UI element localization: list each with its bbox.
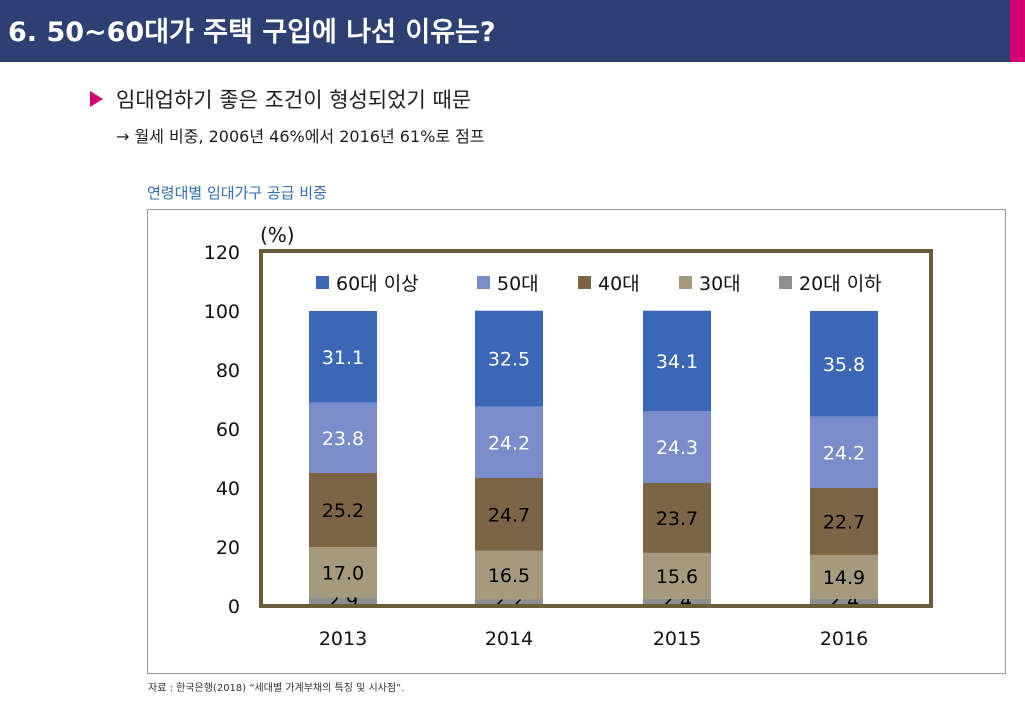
bar-segment [475, 406, 543, 478]
bar-segment [475, 477, 543, 551]
data-label: 17.0 [322, 562, 364, 584]
legend-label: 20대 이하 [799, 273, 882, 295]
legend-swatch [578, 276, 591, 289]
data-label: 24.3 [656, 437, 698, 459]
bar-segment [475, 550, 543, 600]
data-label: 25.2 [322, 500, 364, 522]
y-tick-label: 80 [216, 360, 240, 382]
bar-segment [309, 402, 377, 473]
bar-segment [810, 598, 878, 606]
data-label: 23.8 [322, 428, 364, 450]
data-label: 24.2 [823, 442, 865, 464]
legend-swatch [679, 276, 692, 289]
bar-segment [309, 597, 377, 606]
legend-label: 30대 [699, 273, 741, 295]
sub-bullet-text: → 월세 비중, 2006년 46%에서 2016년 61%로 점프 [116, 127, 485, 146]
bar-segment [309, 311, 377, 403]
bar-segment [810, 488, 878, 555]
bar-segment [309, 472, 377, 548]
legend-swatch [779, 276, 792, 289]
legend-swatch [477, 276, 490, 289]
x-tick-label: 2014 [485, 628, 533, 650]
y-axis-unit-label: (%) [260, 223, 295, 247]
legend-label: 40대 [598, 273, 640, 295]
data-label: 23.7 [656, 508, 698, 530]
data-label: 16.5 [488, 565, 530, 587]
data-label: 14.9 [823, 567, 865, 589]
chart-container: (%) 0 20 40 60 80 100 120 2.9 17.0 25.2 23.8 31.1 201… [147, 209, 1006, 674]
y-tick-label: 100 [204, 301, 240, 323]
x-tick-label: 2013 [319, 628, 367, 650]
y-tick-label: 60 [216, 419, 240, 441]
bar-segment [643, 552, 711, 599]
x-tick-label: 2015 [653, 628, 701, 650]
data-label: 22.7 [823, 511, 865, 533]
data-label: 35.8 [823, 354, 865, 376]
legend-label: 50대 [497, 273, 539, 295]
bar-segment [475, 599, 543, 606]
header-accent-bar [1010, 0, 1025, 62]
bar-segment [309, 547, 377, 598]
bar-segment [643, 598, 711, 606]
bar-segment [643, 482, 711, 553]
bar-segment [810, 416, 878, 488]
bar-segment [643, 411, 711, 483]
stacked-bar-chart: (%)0204060801001202.917.025.223.831.1201… [204, 223, 933, 650]
bar-segment [810, 311, 878, 417]
data-label: 15.6 [656, 566, 698, 588]
chart-caption: 연령대별 임대가구 공급 비중 [147, 184, 327, 202]
bullet-text: 임대업하기 좋은 조건이 형성되었기 때문 [116, 88, 472, 112]
y-tick-label: 40 [216, 478, 240, 500]
bar-segment [810, 554, 878, 599]
triangle-right-icon [90, 91, 103, 107]
data-label: 24.2 [488, 432, 530, 454]
x-tick-label: 2016 [820, 628, 868, 650]
legend-label: 60대 이상 [336, 273, 419, 295]
legend-swatch [316, 276, 329, 289]
header-bar [0, 0, 1010, 62]
data-label: 32.5 [488, 349, 530, 371]
bar-segment [475, 310, 543, 407]
data-label: 31.1 [322, 347, 364, 369]
data-label: 34.1 [656, 351, 698, 373]
page-title: 6. 50~60대가 주택 구입에 나선 이유는? [8, 17, 496, 48]
highlight-frame [259, 249, 933, 608]
y-tick-label: 120 [204, 242, 240, 264]
source-note: 자료 : 한국은행(2018) “세대별 가계부채의 특징 및 시사점”. [148, 683, 405, 694]
y-tick-label: 20 [216, 537, 240, 559]
bar-segment [643, 310, 711, 412]
y-tick-label: 0 [228, 596, 240, 618]
data-label: 24.7 [488, 504, 530, 526]
